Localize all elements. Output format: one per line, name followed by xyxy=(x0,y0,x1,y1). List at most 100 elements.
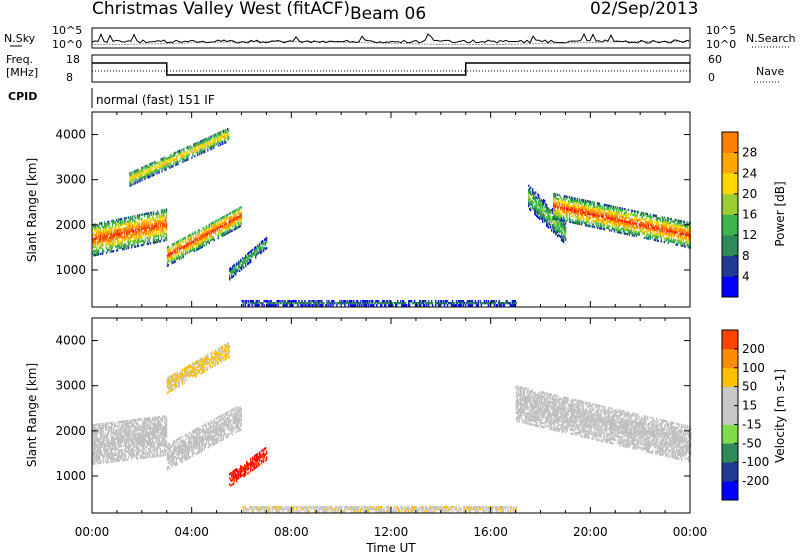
data-cell-0-5 xyxy=(602,211,605,214)
data-cell-0-2 xyxy=(186,237,189,240)
noise-left-tick-bottom: 10^0 xyxy=(52,38,82,51)
data-cell-0-2 xyxy=(205,233,207,236)
data-cell-0-0 xyxy=(154,224,157,228)
data-cell-0-0 xyxy=(137,238,140,241)
data-cell-0-0 xyxy=(165,220,168,223)
data-cell-0-6 xyxy=(326,304,328,307)
data-cell-0-0 xyxy=(122,227,125,230)
data-cell-0-5 xyxy=(655,224,657,228)
data-cell-0-0 xyxy=(154,218,157,222)
data-cell-0-2 xyxy=(211,236,213,239)
data-cell-0-5 xyxy=(624,232,627,235)
data-cell-0-6 xyxy=(271,304,273,307)
data-cell-0-0 xyxy=(108,248,111,252)
data-cell-1-0 xyxy=(117,451,120,454)
data-cell-1-0 xyxy=(107,442,110,445)
data-cell-0-2 xyxy=(168,249,171,252)
data-cell-0-2 xyxy=(190,249,193,252)
data-cell-1-0 xyxy=(159,450,162,453)
data-cell-0-0 xyxy=(92,228,94,231)
data-cell-0-5 xyxy=(639,229,642,232)
data-cell-0-5 xyxy=(575,201,578,205)
data-cell-0-5 xyxy=(562,197,565,200)
data-cell-1-0 xyxy=(154,416,157,419)
data-cell-0-5 xyxy=(558,214,561,217)
data-cell-0-6 xyxy=(507,302,509,305)
data-cell-1-0 xyxy=(97,443,99,447)
data-cell-0-1 xyxy=(219,131,221,134)
data-cell-0-1 xyxy=(175,163,177,167)
data-cell-0-6 xyxy=(345,300,347,303)
data-cell-1-0 xyxy=(100,441,102,444)
data-cell-0-5 xyxy=(631,221,634,225)
data-cell-0-6 xyxy=(311,304,313,307)
data-cell-0-6 xyxy=(255,300,257,303)
data-cell-0-0 xyxy=(130,217,133,221)
data-cell-1-0 xyxy=(128,431,131,435)
data-cell-0-5 xyxy=(572,205,575,208)
data-cell-0-6 xyxy=(505,302,507,305)
data-cell-0-0 xyxy=(126,245,129,248)
data-cell-0-0 xyxy=(128,218,131,221)
data-cell-0-0 xyxy=(141,225,144,228)
data-cell-0-0 xyxy=(152,227,155,230)
data-cell-0-0 xyxy=(140,217,143,221)
data-cell-0-4 xyxy=(528,188,530,192)
data-cell-1-0 xyxy=(155,430,158,433)
data-cell-0-6 xyxy=(503,302,505,305)
data-cell-0-5 xyxy=(572,213,575,216)
data-cell-0-1 xyxy=(174,158,176,161)
data-cell-0-1 xyxy=(136,169,138,172)
data-cell-1-0 xyxy=(108,456,111,459)
data-cell-0-5 xyxy=(680,238,682,241)
data-cell-0-5 xyxy=(583,213,586,216)
data-cell-0-5 xyxy=(601,209,604,212)
data-cell-0-0 xyxy=(131,217,134,220)
data-cell-1-0 xyxy=(100,451,102,454)
data-cell-1-0 xyxy=(130,443,133,447)
data-cell-0-6 xyxy=(274,304,276,307)
data-cell-0-6 xyxy=(512,300,514,303)
data-cell-0-1 xyxy=(168,162,170,166)
data-cell-0-0 xyxy=(109,236,112,239)
data-cell-0-5 xyxy=(674,229,676,232)
data-cell-1-0 xyxy=(143,436,146,439)
data-cell-0-5 xyxy=(674,224,676,228)
data-cell-0-5 xyxy=(687,233,689,237)
data-cell-0-6 xyxy=(380,302,382,305)
data-cell-0-5 xyxy=(577,210,580,213)
data-cell-0-5 xyxy=(661,216,663,219)
data-cell-0-0 xyxy=(138,224,141,227)
data-cell-0-3 xyxy=(231,274,233,277)
data-cell-0-5 xyxy=(556,199,559,203)
data-cell-0-2 xyxy=(214,220,216,223)
data-cell-0-1 xyxy=(186,156,188,160)
data-cell-0-4 xyxy=(557,217,560,220)
data-cell-0-5 xyxy=(557,206,560,209)
data-cell-0-5 xyxy=(659,217,661,221)
data-cell-0-2 xyxy=(223,225,225,228)
data-cell-0-0 xyxy=(98,226,100,230)
data-cell-0-3 xyxy=(234,263,236,267)
data-cell-0-1 xyxy=(187,148,189,151)
data-cell-0-5 xyxy=(612,207,615,210)
data-cell-0-4 xyxy=(558,230,561,234)
data-cell-0-2 xyxy=(180,250,183,254)
data-cell-0-5 xyxy=(606,208,609,211)
data-cell-0-1 xyxy=(196,142,198,145)
data-cell-0-5 xyxy=(559,218,562,222)
data-cell-0-5 xyxy=(675,219,677,222)
data-cell-0-2 xyxy=(183,247,186,250)
data-cell-0-0 xyxy=(127,244,130,248)
data-cell-0-5 xyxy=(645,212,647,215)
data-cell-0-2 xyxy=(209,229,211,232)
data-cell-0-0 xyxy=(121,240,124,243)
data-cell-0-5 xyxy=(563,195,566,198)
data-cell-0-0 xyxy=(130,225,133,229)
data-cell-0-0 xyxy=(110,230,113,233)
data-cell-1-0 xyxy=(129,433,132,437)
data-cell-0-3 xyxy=(232,271,234,274)
data-cell-0-1 xyxy=(202,141,204,144)
data-cell-1-0 xyxy=(109,458,112,461)
data-cell-0-5 xyxy=(609,219,612,222)
